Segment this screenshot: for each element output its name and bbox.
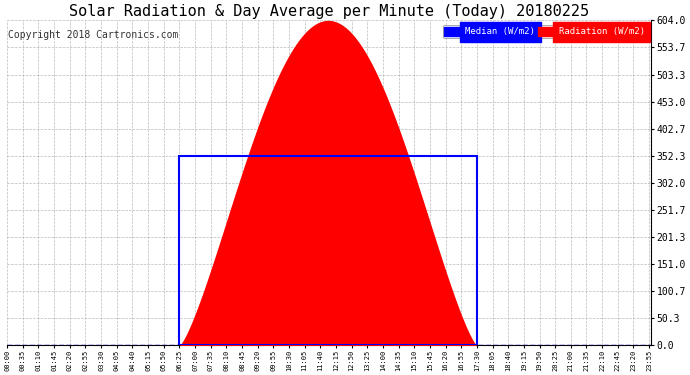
Text: Copyright 2018 Cartronics.com: Copyright 2018 Cartronics.com — [8, 30, 179, 40]
Title: Solar Radiation & Day Average per Minute (Today) 20180225: Solar Radiation & Day Average per Minute… — [69, 4, 589, 19]
Legend: Median (W/m2), Radiation (W/m2): Median (W/m2), Radiation (W/m2) — [443, 25, 647, 38]
Bar — [179, 156, 477, 345]
